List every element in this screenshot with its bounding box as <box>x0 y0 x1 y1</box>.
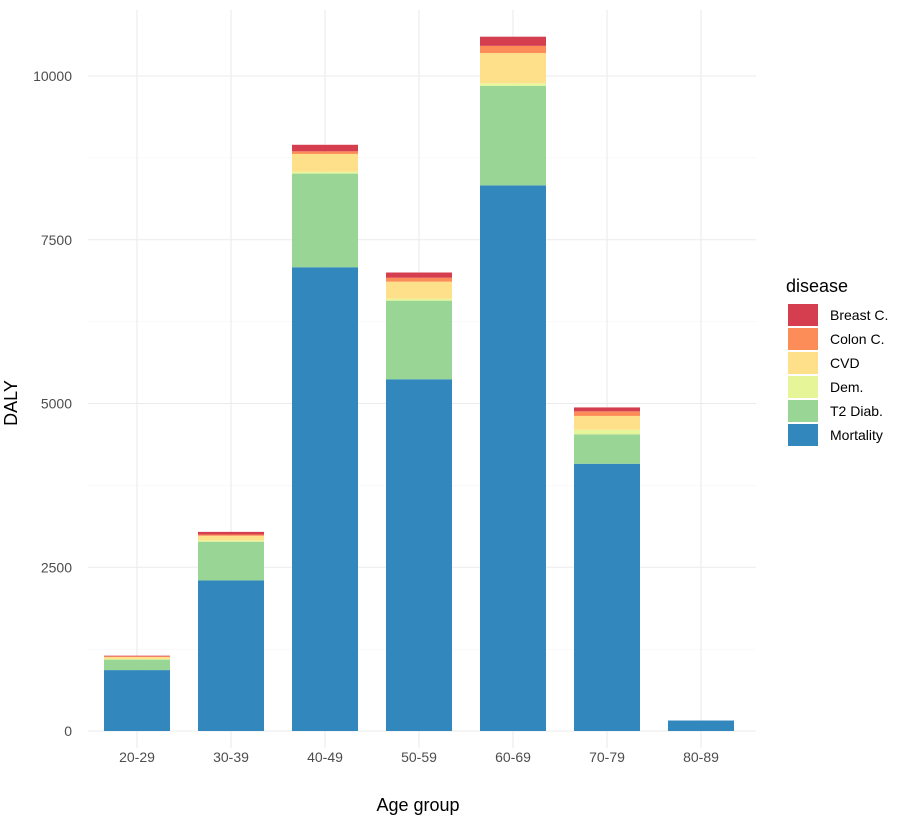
y-tick-label: 2500 <box>41 559 72 575</box>
bar-segment-colon-c-70-79 <box>574 411 640 416</box>
bar-segment-dem-60-69 <box>480 83 546 86</box>
legend: disease Breast C. Colon C. CVD Dem. T2 Diab.… <box>786 276 888 446</box>
bar-segment-cvd-30-39 <box>198 535 264 541</box>
bar-segment-breast-c-40-49 <box>292 144 358 152</box>
legend-key <box>788 424 818 446</box>
bar-segment-mortality-30-39 <box>198 580 264 731</box>
bar-segment-t2-diab-50-59 <box>386 300 452 380</box>
legend-label: Dem. <box>830 379 863 395</box>
bar-segment-mortality-70-79 <box>574 463 640 731</box>
bar-segment-mortality-20-29 <box>104 670 170 731</box>
bar-segment-colon-c-60-69 <box>480 45 546 54</box>
bar-segment-dem-70-79 <box>574 429 640 435</box>
x-tick-label: 70-79 <box>589 749 625 765</box>
bar-segment-breast-c-50-59 <box>386 272 452 278</box>
bar-segment-cvd-40-49 <box>292 153 358 172</box>
x-axis-title: Age group <box>376 795 459 815</box>
bar-segment-colon-c-50-59 <box>386 277 452 282</box>
y-tick-label: 0 <box>64 723 72 739</box>
bar-segment-colon-c-20-29 <box>104 656 170 657</box>
bar-segment-mortality-40-49 <box>292 267 358 731</box>
bar-segment-breast-c-70-79 <box>574 407 640 412</box>
y-tick-label: 7500 <box>41 232 72 248</box>
bar-segment-breast-c-30-39 <box>198 531 264 535</box>
bar-segment-colon-c-30-39 <box>198 534 264 536</box>
bar-segment-cvd-60-69 <box>480 53 546 84</box>
legend-key <box>788 352 818 374</box>
legend-label: Colon C. <box>830 331 884 347</box>
bar-segment-t2-diab-40-49 <box>292 173 358 268</box>
x-tick-label: 20-29 <box>119 749 155 765</box>
bar-segment-breast-c-60-69 <box>480 36 546 46</box>
y-axis-title: DALY <box>1 380 21 426</box>
legend-key <box>788 376 818 398</box>
legend-label: T2 Diab. <box>830 403 883 419</box>
legend-key <box>788 328 818 350</box>
legend-key <box>788 400 818 422</box>
bar-segment-mortality-80-89 <box>668 720 734 731</box>
bar-segment-t2-diab-20-29 <box>104 659 170 671</box>
bars <box>104 36 734 731</box>
bar-segment-dem-50-59 <box>386 298 452 301</box>
y-axis: 0 2500 5000 7500 10000 <box>33 68 72 739</box>
legend-label: Breast C. <box>830 307 888 323</box>
bar-segment-cvd-70-79 <box>574 415 640 430</box>
x-axis: 20-29 30-39 40-49 50-59 60-69 70-79 80-89 <box>119 749 719 765</box>
x-tick-label: 30-39 <box>213 749 249 765</box>
bar-segment-cvd-50-59 <box>386 281 452 299</box>
y-tick-label: 10000 <box>33 68 72 84</box>
legend-label: Mortality <box>830 427 883 443</box>
bar-segment-cvd-20-29 <box>104 656 170 659</box>
bar-segment-dem-40-49 <box>292 171 358 174</box>
bar-segment-dem-30-39 <box>198 540 264 542</box>
bar-segment-mortality-60-69 <box>480 185 546 731</box>
bar-segment-dem-20-29 <box>104 658 170 660</box>
bar-segment-t2-diab-60-69 <box>480 85 546 186</box>
x-tick-label: 40-49 <box>307 749 343 765</box>
bar-segment-breast-c-20-29 <box>104 655 170 657</box>
legend-label: CVD <box>830 355 860 371</box>
bar-segment-t2-diab-70-79 <box>574 434 640 464</box>
x-tick-label: 80-89 <box>683 749 719 765</box>
y-tick-label: 5000 <box>41 396 72 412</box>
bar-segment-colon-c-40-49 <box>292 151 358 154</box>
x-tick-label: 60-69 <box>495 749 531 765</box>
legend-key <box>788 304 818 326</box>
bar-segment-t2-diab-30-39 <box>198 541 264 581</box>
x-tick-label: 50-59 <box>401 749 437 765</box>
legend-title: disease <box>786 276 848 296</box>
bar-segment-mortality-50-59 <box>386 379 452 731</box>
